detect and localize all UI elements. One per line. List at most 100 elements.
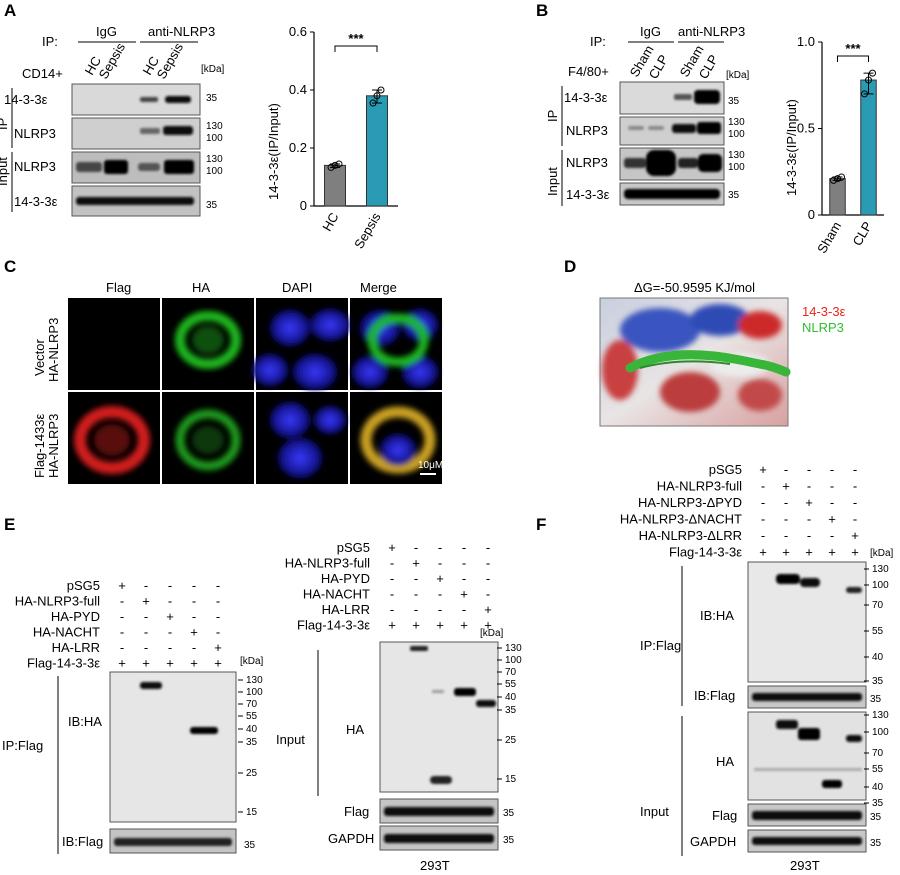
sign-cell: +	[142, 656, 150, 671]
sign-cell: -	[168, 640, 172, 655]
sign-cell: -	[216, 594, 220, 609]
sign-cell: -	[784, 528, 788, 543]
sign-cell: -	[120, 609, 124, 624]
panel-c: C Flag HA DAPI Merge Vector HA-NLRP3 Fla…	[4, 257, 443, 484]
data-point	[331, 161, 339, 169]
scale-bar-label: 10μM	[418, 460, 443, 471]
ib-flag-label: IB:Flag	[694, 688, 735, 703]
sign-cell: +	[118, 656, 126, 671]
igg-label: IgG	[640, 24, 661, 39]
data-point	[834, 175, 841, 183]
sign-cell: -	[830, 462, 834, 477]
mw-marker: 35	[246, 737, 258, 748]
sign-cell: -	[486, 571, 490, 586]
anti-nlrp3-label: anti-NLRP3	[148, 24, 215, 39]
y-axis-label: 14-3-3ε(IP/Input)	[784, 99, 799, 196]
column-label: Flag	[106, 280, 131, 295]
mw-marker: 35	[872, 798, 884, 809]
data-point	[861, 90, 868, 98]
igg-label: IgG	[96, 24, 117, 39]
mw-marker: 70	[505, 667, 517, 678]
cell-type-label: CD14+	[22, 66, 63, 81]
significance-bracket	[837, 55, 869, 62]
sign-cell: -	[192, 609, 196, 624]
sign-cell: -	[807, 512, 811, 527]
mw-marker: 25	[505, 735, 517, 746]
mw-marker: 35	[503, 835, 515, 846]
sign-cell: +	[782, 479, 790, 494]
sign-cell: +	[214, 640, 222, 655]
ip-group-label: IP:Flag	[640, 638, 681, 653]
mw-marker: 130	[246, 675, 263, 686]
ha-label: HA	[716, 754, 734, 769]
sign-cell: +	[828, 545, 836, 560]
x-tick-label: CLP	[849, 219, 875, 248]
input-group-label: Input	[640, 804, 669, 819]
sign-row-label: HA-NLRP3-ΔPYD	[638, 495, 742, 510]
sign-cell: -	[144, 640, 148, 655]
mw-marker: 55	[872, 626, 884, 637]
cell-line-label: 293T	[790, 858, 820, 873]
sign-row-label: HA-PYD	[51, 609, 100, 624]
ha-label: HA	[346, 722, 364, 737]
data-point	[865, 76, 872, 84]
sign-cell: +	[851, 528, 859, 543]
mw-marker: 35	[206, 93, 218, 104]
bar	[860, 79, 877, 216]
sign-cell: -	[216, 609, 220, 624]
sign-row-label: pSG5	[337, 540, 370, 555]
sign-cell: +	[436, 618, 444, 633]
sign-cell: -	[120, 625, 124, 640]
y-tick-label: 1.0	[797, 34, 815, 49]
bar	[366, 95, 388, 207]
mw-marker: 100	[206, 133, 223, 144]
mw-marker: 100	[246, 687, 263, 698]
sign-cell: +	[782, 545, 790, 560]
group-ip-label: IP	[545, 110, 560, 122]
data-point	[369, 99, 377, 107]
mw-marker: 130	[728, 117, 745, 128]
sign-cell: -	[784, 495, 788, 510]
x-tick-label: Sepsis	[351, 210, 384, 252]
column-label: HA	[192, 280, 210, 295]
mw-marker: 100	[505, 655, 522, 666]
sign-cell: +	[759, 462, 767, 477]
sign-cell: -	[807, 479, 811, 494]
sign-cell: -	[438, 556, 442, 571]
sign-cell: -	[761, 479, 765, 494]
legend-nlrp3: NLRP3	[802, 320, 844, 335]
y-tick-label: 0	[300, 198, 307, 213]
sign-cell: -	[216, 625, 220, 640]
kda-label: [kDa]	[201, 64, 225, 75]
mw-marker: 130	[872, 710, 889, 721]
sign-cell: +	[388, 618, 396, 633]
panel-label-d: D	[564, 257, 576, 276]
sign-cell: -	[462, 571, 466, 586]
sign-cell: -	[462, 556, 466, 571]
row-label: Vector	[32, 338, 47, 376]
panel-f: F pSG5 + - - - -HA-NLRP3-full - + - - -HA-NLRP3-ΔP…	[536, 462, 894, 873]
sign-cell: -	[414, 571, 418, 586]
kda-label: [kDa]	[870, 548, 894, 559]
panel-e-input: pSG5 + - - - -HA-NLRP3-full - + - - -HA-PYD - - + - -HA…	[276, 540, 522, 873]
row-label: NLRP3	[566, 123, 608, 138]
mw-marker: 100	[872, 580, 889, 591]
sign-cell: -	[807, 528, 811, 543]
row-label: HA-NLRP3	[46, 414, 61, 478]
mw-marker: 35	[870, 694, 882, 705]
group-input-label: Input	[545, 167, 560, 196]
mw-marker: 35	[206, 200, 218, 211]
sign-cell: -	[414, 587, 418, 602]
flag-label: Flag	[344, 804, 369, 819]
mw-marker: 55	[505, 679, 517, 690]
sign-cell: +	[412, 556, 420, 571]
significance-label: ***	[845, 41, 861, 56]
sign-cell: -	[192, 594, 196, 609]
sign-cell: +	[460, 587, 468, 602]
sign-cell: -	[784, 462, 788, 477]
y-tick-label: 0	[808, 207, 815, 222]
data-point	[327, 163, 335, 171]
significance-bracket	[334, 45, 378, 52]
